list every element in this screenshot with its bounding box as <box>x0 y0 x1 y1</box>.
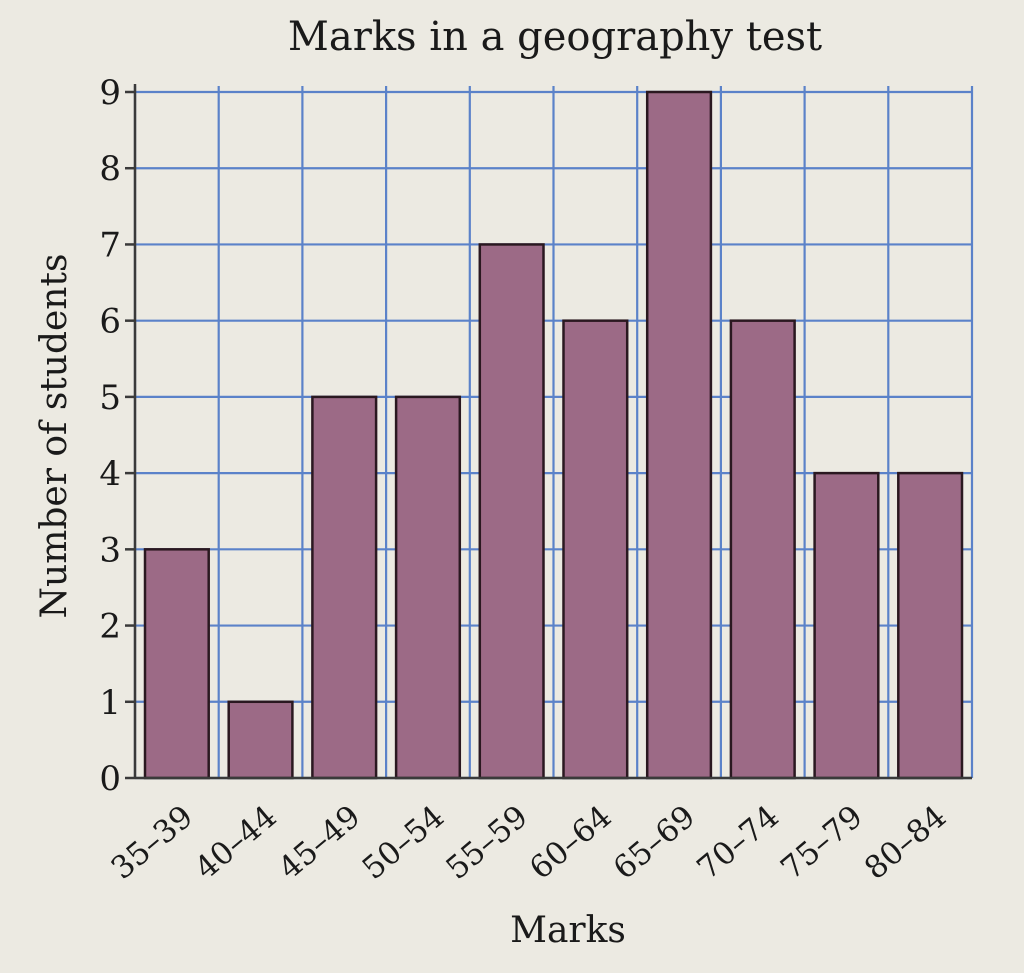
x-tick-label: 80–84 <box>858 799 953 887</box>
x-axis-label: Marks <box>510 910 626 951</box>
y-tick-label: 8 <box>99 149 121 189</box>
y-tick-label: 2 <box>99 607 121 647</box>
bar <box>729 319 796 780</box>
x-tick-label: 40–44 <box>188 799 283 887</box>
y-tick-label: 0 <box>99 759 121 799</box>
y-axis-label: Number of students <box>34 254 75 619</box>
y-tick-label: 3 <box>99 530 121 570</box>
y-tick-label: 4 <box>99 454 121 494</box>
bar <box>562 319 629 780</box>
x-tick-label: 65–69 <box>607 799 702 887</box>
bar <box>311 395 378 780</box>
x-tick-label: 70–74 <box>690 799 785 887</box>
chart-title: Marks in a geography test <box>288 14 822 60</box>
y-tick-label: 7 <box>99 225 121 265</box>
axes <box>133 84 972 780</box>
y-tick-label: 9 <box>99 73 121 113</box>
bar <box>143 548 210 780</box>
bars <box>143 90 964 780</box>
x-tick-label: 75–79 <box>774 799 869 887</box>
x-tick-label: 45–49 <box>272 799 367 887</box>
y-tick-label: 5 <box>99 378 121 418</box>
bar <box>897 471 964 780</box>
y-tick-label: 1 <box>99 683 121 723</box>
x-tick-label: 55–59 <box>439 799 534 887</box>
x-tick-labels: 35–3940–4445–4950–5455–5960–6465–6970–74… <box>105 799 954 887</box>
bar <box>394 395 462 780</box>
x-tick-label: 60–64 <box>523 799 618 887</box>
bar <box>645 90 713 780</box>
x-tick-label: 50–54 <box>356 799 451 887</box>
bar <box>478 243 545 780</box>
y-tick-label: 6 <box>99 302 121 342</box>
bar <box>813 471 880 780</box>
x-tick-label: 35–39 <box>105 799 200 887</box>
y-tick-labels: 0 1 2 3 4 5 6 7 8 9 <box>99 73 135 799</box>
bar <box>227 700 294 780</box>
